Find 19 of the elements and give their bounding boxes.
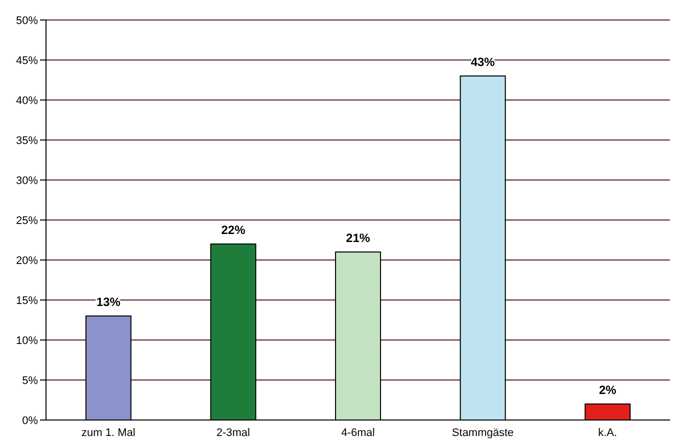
y-tick-label: 0% <box>22 414 38 427</box>
data-label: 21% <box>346 231 370 245</box>
x-tick-label: Stammgäste <box>452 426 514 439</box>
y-tick-label: 10% <box>16 334 38 347</box>
y-tick-label: 25% <box>16 214 38 227</box>
y-tick-label: 20% <box>16 254 38 267</box>
data-label: 2% <box>598 383 617 397</box>
x-tick-label: k.A. <box>598 426 618 439</box>
x-tick-label: 4-6mal <box>341 426 375 439</box>
y-tick-label: 5% <box>22 374 38 387</box>
y-tick-label: 50% <box>16 14 38 27</box>
y-tick-label: 35% <box>16 134 38 147</box>
y-tick-label: 15% <box>16 294 38 307</box>
x-tick-label: zum 1. Mal <box>82 426 136 439</box>
x-tick-label: 2-3mal <box>216 426 250 439</box>
y-tick-label: 45% <box>16 54 38 67</box>
y-tick-label: 30% <box>16 174 38 187</box>
data-label: 22% <box>221 223 246 237</box>
y-tick-label: 40% <box>16 94 38 107</box>
